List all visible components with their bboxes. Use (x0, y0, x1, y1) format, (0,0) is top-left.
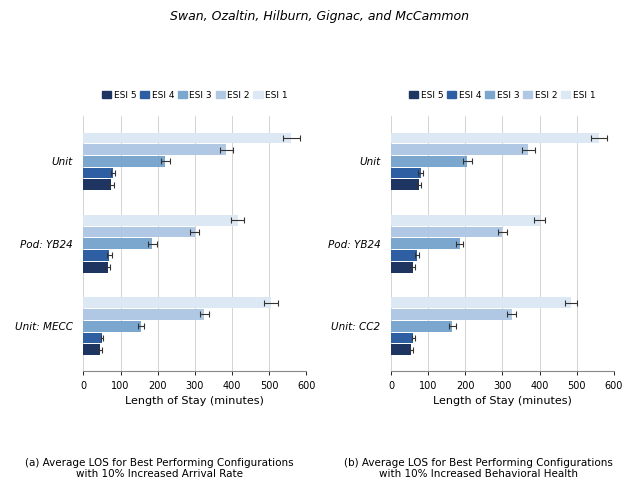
Text: Swan, Ozaltin, Hilburn, Gignac, and McCammon: Swan, Ozaltin, Hilburn, Gignac, and McCa… (170, 10, 468, 23)
Bar (391, 333, 413, 343)
Bar (391, 215, 540, 226)
Bar (84, 262, 108, 272)
Bar (84, 180, 111, 190)
Bar (84, 250, 109, 261)
Bar (84, 344, 100, 355)
Bar (84, 156, 165, 166)
Bar (391, 344, 412, 355)
Bar (84, 215, 237, 226)
Bar (391, 321, 452, 332)
Bar (84, 321, 141, 332)
Bar (391, 156, 467, 166)
Bar (391, 144, 528, 155)
Bar (84, 239, 152, 249)
Bar (84, 309, 204, 320)
Bar (391, 239, 459, 249)
Legend: ESI 5, ESI 4, ESI 3, ESI 2, ESI 1: ESI 5, ESI 4, ESI 3, ESI 2, ESI 1 (406, 87, 599, 104)
Bar (391, 297, 571, 308)
Text: (a) Average LOS for Best Performing Configurations
with 10% Increased Arrival Ra: (a) Average LOS for Best Performing Conf… (25, 457, 294, 479)
Bar (391, 262, 413, 272)
X-axis label: Length of Stay (minutes): Length of Stay (minutes) (126, 396, 264, 406)
Text: (b) Average LOS for Best Performing Configurations
with 10% Increased Behavioral: (b) Average LOS for Best Performing Conf… (344, 457, 613, 479)
Bar (391, 167, 420, 179)
Bar (84, 167, 113, 179)
Bar (84, 297, 271, 308)
Bar (84, 333, 102, 343)
Bar (391, 180, 419, 190)
Bar (84, 227, 195, 237)
Bar (84, 144, 226, 155)
Bar (84, 133, 292, 143)
Bar (391, 250, 417, 261)
X-axis label: Length of Stay (minutes): Length of Stay (minutes) (433, 396, 572, 406)
Legend: ESI 5, ESI 4, ESI 3, ESI 2, ESI 1: ESI 5, ESI 4, ESI 3, ESI 2, ESI 1 (98, 87, 292, 104)
Bar (391, 309, 512, 320)
Bar (391, 227, 502, 237)
Bar (391, 133, 599, 143)
